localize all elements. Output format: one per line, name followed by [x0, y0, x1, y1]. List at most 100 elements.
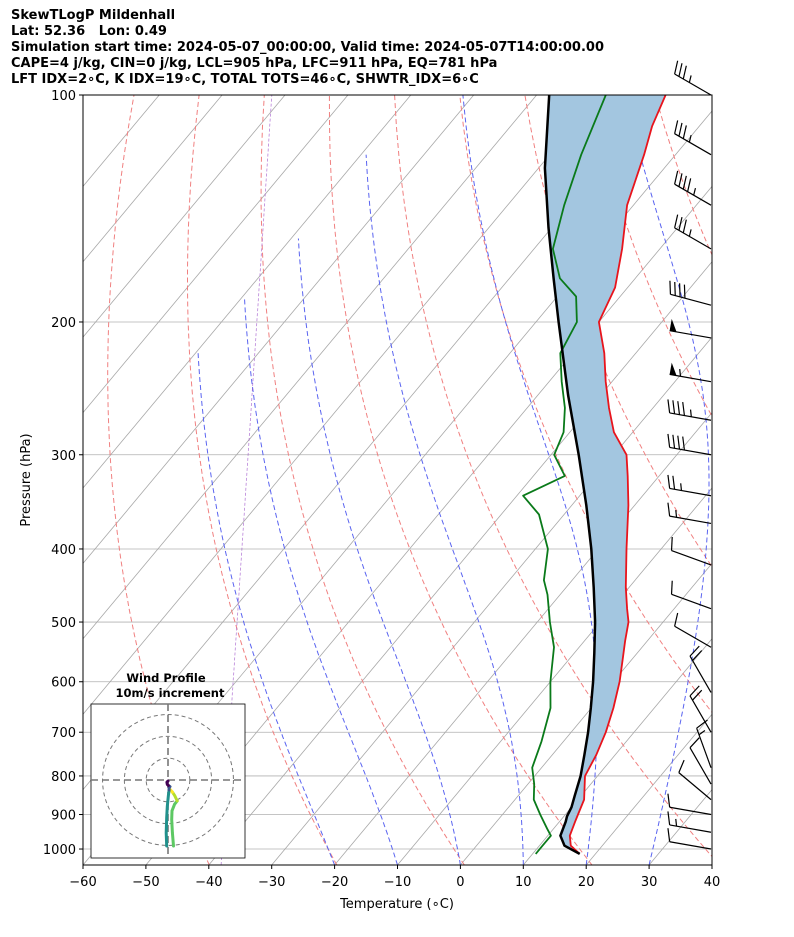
moist-adiabat — [297, 238, 461, 865]
x-tick-label: −10 — [384, 875, 411, 890]
barb-flag — [689, 685, 700, 697]
barb-flag — [692, 689, 703, 701]
barb-flag — [667, 502, 671, 517]
barb-staff — [674, 227, 712, 250]
chart-title: SkewTLogP Mildenhall — [11, 8, 176, 23]
x-tick-label: 10 — [515, 875, 532, 890]
parcel-profile-line — [543, 95, 597, 856]
moist-adiabat — [462, 95, 598, 865]
hodograph-title: Wind Profile — [126, 671, 206, 685]
time-line: Simulation start time: 2024-05-07_00:00:… — [11, 40, 604, 55]
barb-staff — [669, 841, 712, 850]
isotherm — [208, 261, 712, 865]
barb-flag — [678, 63, 683, 77]
barb-half-flag — [688, 229, 692, 237]
barb-half-flag — [693, 187, 697, 196]
barb-staff — [669, 515, 712, 525]
hodograph-ring — [145, 757, 191, 803]
dry-adiabat — [187, 95, 338, 865]
dewpoint-line — [522, 95, 607, 855]
barb-staff — [674, 183, 712, 206]
isotherm — [522, 638, 712, 865]
y-tick-label: 500 — [51, 616, 76, 631]
x-tick-label: −60 — [69, 875, 96, 890]
dry-adiabat — [328, 95, 593, 865]
barb-flag — [682, 436, 686, 451]
isotherm — [83, 95, 412, 489]
barb-staff — [670, 293, 712, 306]
wind-barb — [667, 502, 712, 525]
wind-barb — [678, 759, 712, 801]
wind-barbs — [667, 60, 712, 850]
barb-staff — [689, 747, 712, 785]
dry-adiabat — [589, 95, 712, 418]
barb-staff — [669, 446, 712, 456]
barb-flag — [667, 474, 671, 489]
moist-adiabat — [711, 863, 712, 865]
barb-flag — [672, 475, 676, 490]
x-axis-ticks: −60 −50 −40 −30 −20 −10 0 10 20 30 40 — [69, 865, 720, 890]
moist-adiabat — [365, 154, 524, 865]
barb-flag — [678, 217, 683, 231]
wind-barb — [667, 811, 712, 833]
barb-half-flag — [675, 510, 678, 518]
dry-adiabat — [260, 95, 465, 865]
cape-line: CAPE=4 j/kg, CIN=0 j/kg, LCL=905 hPa, LF… — [11, 56, 498, 71]
barb-flag — [677, 435, 681, 450]
barb-flag — [674, 170, 679, 185]
x-tick-label: 20 — [578, 875, 595, 890]
dry-adiabat — [786, 95, 794, 865]
wind-barb — [667, 474, 712, 497]
isotherm — [585, 713, 712, 865]
index-line: LFT IDX=2∘C, K IDX=19∘C, TOTAL TOTS=46∘C… — [11, 72, 479, 87]
dry-adiabat — [654, 95, 712, 256]
wind-barb — [689, 737, 712, 785]
barb-flag — [672, 400, 676, 414]
wind-barb — [689, 645, 712, 693]
dry-adiabat — [459, 95, 712, 714]
isotherm — [83, 95, 286, 338]
y-tick-label: 800 — [51, 770, 76, 785]
x-tick-label: 0 — [456, 875, 464, 890]
barb-flag — [696, 719, 708, 729]
y-tick-label: 900 — [51, 809, 76, 824]
barb-flag — [674, 120, 679, 134]
barb-staff — [669, 412, 712, 421]
barb-staff — [674, 73, 712, 96]
barb-flag — [687, 178, 692, 192]
wind-barb — [667, 793, 712, 816]
moist-adiabat — [243, 296, 398, 865]
barb-staff — [671, 550, 712, 566]
hodograph-trace — [165, 779, 170, 787]
wind-barb — [670, 580, 712, 610]
isotherm — [83, 95, 537, 640]
wind-barb — [667, 828, 712, 850]
temperature-line — [568, 95, 667, 855]
barb-flag — [667, 828, 671, 842]
barb-half-flag — [680, 483, 683, 491]
wind-barb — [674, 612, 712, 648]
wind-barb — [689, 685, 712, 733]
hodograph-subtitle: 10m/s increment — [116, 686, 225, 700]
wind-barb — [667, 433, 712, 456]
barb-staff — [669, 806, 712, 816]
isotherm — [83, 95, 475, 565]
barb-flag — [674, 60, 679, 75]
y-axis-ticks: 100 200 300 400 500 600 700 800 900 1000 — [43, 89, 83, 858]
wind-barb — [667, 399, 712, 421]
barb-flag — [689, 737, 700, 749]
barb-flag — [667, 811, 671, 826]
y-tick-label: 400 — [51, 543, 76, 558]
barb-flag — [689, 645, 700, 657]
barb-flag — [672, 434, 676, 449]
barb-flag — [670, 580, 673, 595]
moist-adiabat — [197, 353, 336, 865]
barb-staff — [671, 593, 712, 610]
barb-staff — [689, 655, 712, 693]
barb-flag — [678, 122, 683, 137]
x-tick-label: 30 — [641, 875, 658, 890]
barb-half-flag — [688, 134, 692, 143]
y-axis-label: Pressure (hPa) — [19, 433, 34, 526]
y-tick-label: 700 — [51, 726, 76, 741]
barb-flag — [678, 759, 685, 773]
